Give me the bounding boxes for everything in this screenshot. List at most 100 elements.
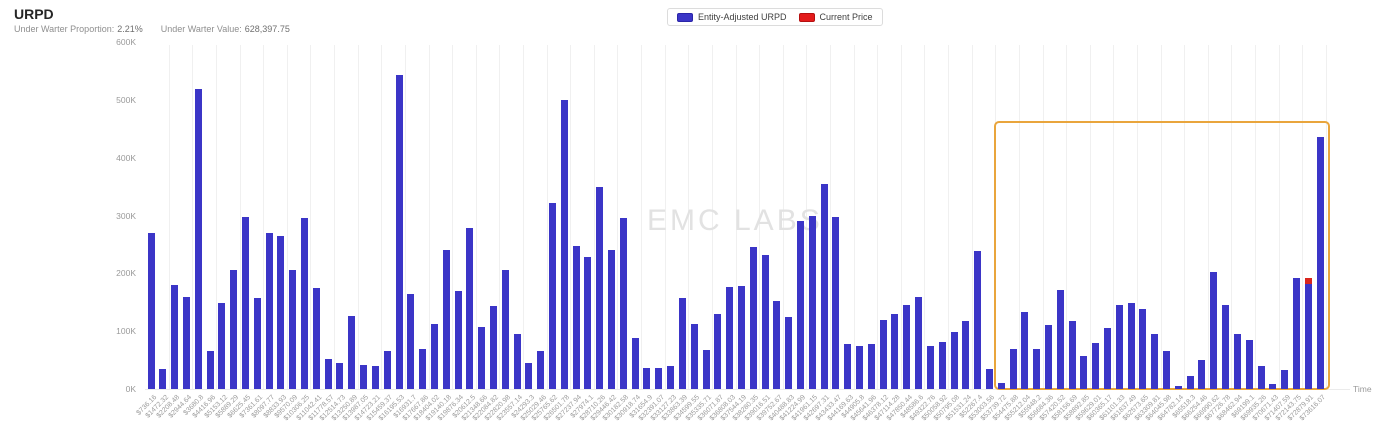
urpd-bar-bin-19[interactable] bbox=[360, 364, 367, 389]
urpd-bar-bin-35[interactable] bbox=[549, 202, 556, 389]
urpd-bar-bin-97[interactable] bbox=[1281, 369, 1289, 389]
urpd-bar-bin-99[interactable] bbox=[1304, 283, 1312, 389]
urpd-bar-bin-54[interactable] bbox=[773, 301, 781, 389]
urpd-bar-bin-56[interactable] bbox=[796, 221, 804, 389]
urpd-bar-bin-27[interactable] bbox=[454, 290, 462, 389]
urpd-bar-bin-52[interactable] bbox=[749, 247, 757, 389]
urpd-bar-bin-32[interactable] bbox=[513, 334, 521, 389]
urpd-bar-bin-90[interactable] bbox=[1198, 360, 1206, 389]
urpd-bar-bin-62[interactable] bbox=[867, 343, 875, 389]
urpd-bar-bin-82[interactable] bbox=[1104, 328, 1111, 389]
urpd-bar-bin-58[interactable] bbox=[820, 183, 828, 389]
urpd-bar-bin-67[interactable] bbox=[926, 345, 934, 389]
urpd-bar-bin-13[interactable] bbox=[289, 270, 297, 389]
urpd-bar-bin-1[interactable] bbox=[147, 232, 155, 389]
urpd-bar-bin-14[interactable] bbox=[301, 218, 308, 389]
legend-item-current-price[interactable]: Current Price bbox=[798, 12, 873, 22]
urpd-bar-bin-40[interactable] bbox=[608, 249, 615, 389]
urpd-bar-bin-22[interactable] bbox=[395, 75, 403, 389]
legend-item-entity-adjusted-urpd[interactable]: Entity-Adjusted URPD bbox=[677, 12, 787, 22]
urpd-bar-bin-93[interactable] bbox=[1233, 334, 1241, 389]
urpd-bar-bin-100[interactable] bbox=[1316, 137, 1324, 389]
urpd-bar-bin-70[interactable] bbox=[962, 321, 970, 389]
urpd-bar-bin-5[interactable] bbox=[194, 89, 202, 389]
urpd-bar-bin-85[interactable] bbox=[1139, 309, 1147, 389]
urpd-bar-bin-72[interactable] bbox=[985, 368, 993, 389]
urpd-bar-bin-49[interactable] bbox=[714, 313, 722, 389]
urpd-bar-bin-94[interactable] bbox=[1245, 339, 1253, 389]
urpd-bar-bin-50[interactable] bbox=[726, 287, 734, 389]
urpd-bar-bin-23[interactable] bbox=[407, 293, 415, 389]
urpd-bar-bin-59[interactable] bbox=[832, 217, 840, 389]
urpd-bar-bin-88[interactable] bbox=[1174, 385, 1182, 389]
urpd-bar-bin-75[interactable] bbox=[1021, 312, 1029, 389]
urpd-bar-bin-20[interactable] bbox=[371, 365, 379, 389]
urpd-bar-bin-80[interactable] bbox=[1080, 355, 1088, 389]
urpd-bar-bin-9[interactable] bbox=[242, 217, 249, 389]
urpd-bar-bin-64[interactable] bbox=[891, 313, 899, 389]
urpd-bar-bin-89[interactable] bbox=[1186, 376, 1194, 389]
urpd-bar-bin-77[interactable] bbox=[1044, 325, 1052, 389]
urpd-bar-bin-60[interactable] bbox=[844, 343, 852, 389]
current-price-marker[interactable] bbox=[1304, 277, 1312, 284]
urpd-bar-bin-55[interactable] bbox=[785, 317, 793, 389]
urpd-bar-bin-39[interactable] bbox=[596, 186, 604, 389]
urpd-bar-bin-86[interactable] bbox=[1151, 334, 1159, 389]
urpd-bar-bin-87[interactable] bbox=[1163, 350, 1170, 389]
urpd-bar-bin-48[interactable] bbox=[702, 349, 710, 389]
urpd-bar-bin-61[interactable] bbox=[856, 346, 863, 389]
urpd-bar-bin-73[interactable] bbox=[997, 383, 1005, 389]
urpd-bar-bin-57[interactable] bbox=[808, 215, 816, 389]
urpd-bar-bin-96[interactable] bbox=[1269, 384, 1277, 389]
urpd-bar-bin-47[interactable] bbox=[690, 324, 698, 389]
urpd-bar-bin-7[interactable] bbox=[218, 303, 226, 389]
urpd-bar-bin-30[interactable] bbox=[489, 306, 497, 389]
urpd-bar-bin-25[interactable] bbox=[430, 324, 438, 389]
urpd-bar-bin-24[interactable] bbox=[419, 348, 427, 389]
urpd-bar-bin-42[interactable] bbox=[631, 338, 639, 389]
urpd-bar-bin-71[interactable] bbox=[974, 251, 982, 389]
urpd-bar-bin-44[interactable] bbox=[655, 368, 663, 389]
urpd-bar-bin-28[interactable] bbox=[466, 228, 474, 389]
urpd-bar-bin-33[interactable] bbox=[525, 363, 533, 389]
urpd-bar-bin-81[interactable] bbox=[1092, 342, 1100, 389]
urpd-bar-bin-84[interactable] bbox=[1127, 303, 1135, 389]
urpd-bar-bin-2[interactable] bbox=[159, 368, 167, 389]
urpd-bar-bin-17[interactable] bbox=[336, 363, 344, 389]
urpd-bar-bin-15[interactable] bbox=[312, 287, 320, 389]
urpd-bar-bin-51[interactable] bbox=[737, 286, 745, 389]
urpd-bar-bin-78[interactable] bbox=[1056, 289, 1064, 389]
urpd-bar-bin-18[interactable] bbox=[348, 315, 356, 389]
urpd-bar-bin-37[interactable] bbox=[572, 245, 580, 389]
urpd-bar-bin-43[interactable] bbox=[643, 368, 651, 389]
urpd-bar-bin-68[interactable] bbox=[938, 341, 946, 389]
urpd-bar-bin-53[interactable] bbox=[761, 254, 769, 389]
urpd-bar-bin-46[interactable] bbox=[678, 297, 686, 389]
urpd-bar-bin-76[interactable] bbox=[1033, 348, 1041, 389]
urpd-bar-bin-79[interactable] bbox=[1068, 321, 1076, 389]
urpd-bar-bin-26[interactable] bbox=[442, 250, 450, 389]
urpd-bar-bin-38[interactable] bbox=[584, 256, 592, 389]
urpd-bar-bin-63[interactable] bbox=[879, 319, 887, 389]
urpd-bar-bin-21[interactable] bbox=[383, 350, 391, 389]
urpd-bar-bin-45[interactable] bbox=[667, 365, 675, 389]
urpd-bar-bin-11[interactable] bbox=[265, 232, 273, 389]
urpd-bar-bin-12[interactable] bbox=[277, 235, 285, 389]
urpd-bar-bin-3[interactable] bbox=[171, 284, 179, 389]
urpd-bar-bin-74[interactable] bbox=[1009, 348, 1017, 389]
urpd-bar-bin-4[interactable] bbox=[182, 296, 190, 389]
urpd-bar-bin-92[interactable] bbox=[1222, 305, 1229, 389]
urpd-bar-bin-65[interactable] bbox=[903, 305, 911, 389]
urpd-bar-bin-98[interactable] bbox=[1292, 278, 1300, 389]
urpd-bar-bin-41[interactable] bbox=[619, 218, 627, 389]
urpd-bar-bin-16[interactable] bbox=[324, 358, 332, 389]
urpd-bar-bin-10[interactable] bbox=[253, 297, 261, 389]
urpd-bar-bin-8[interactable] bbox=[230, 270, 238, 389]
urpd-bar-bin-36[interactable] bbox=[560, 99, 568, 389]
urpd-bar-bin-6[interactable] bbox=[206, 350, 214, 389]
urpd-bar-bin-31[interactable] bbox=[501, 270, 509, 389]
urpd-bar-bin-66[interactable] bbox=[915, 296, 922, 389]
urpd-bar-bin-69[interactable] bbox=[950, 332, 958, 389]
urpd-bar-bin-91[interactable] bbox=[1210, 272, 1218, 389]
urpd-bar-bin-83[interactable] bbox=[1115, 305, 1123, 389]
